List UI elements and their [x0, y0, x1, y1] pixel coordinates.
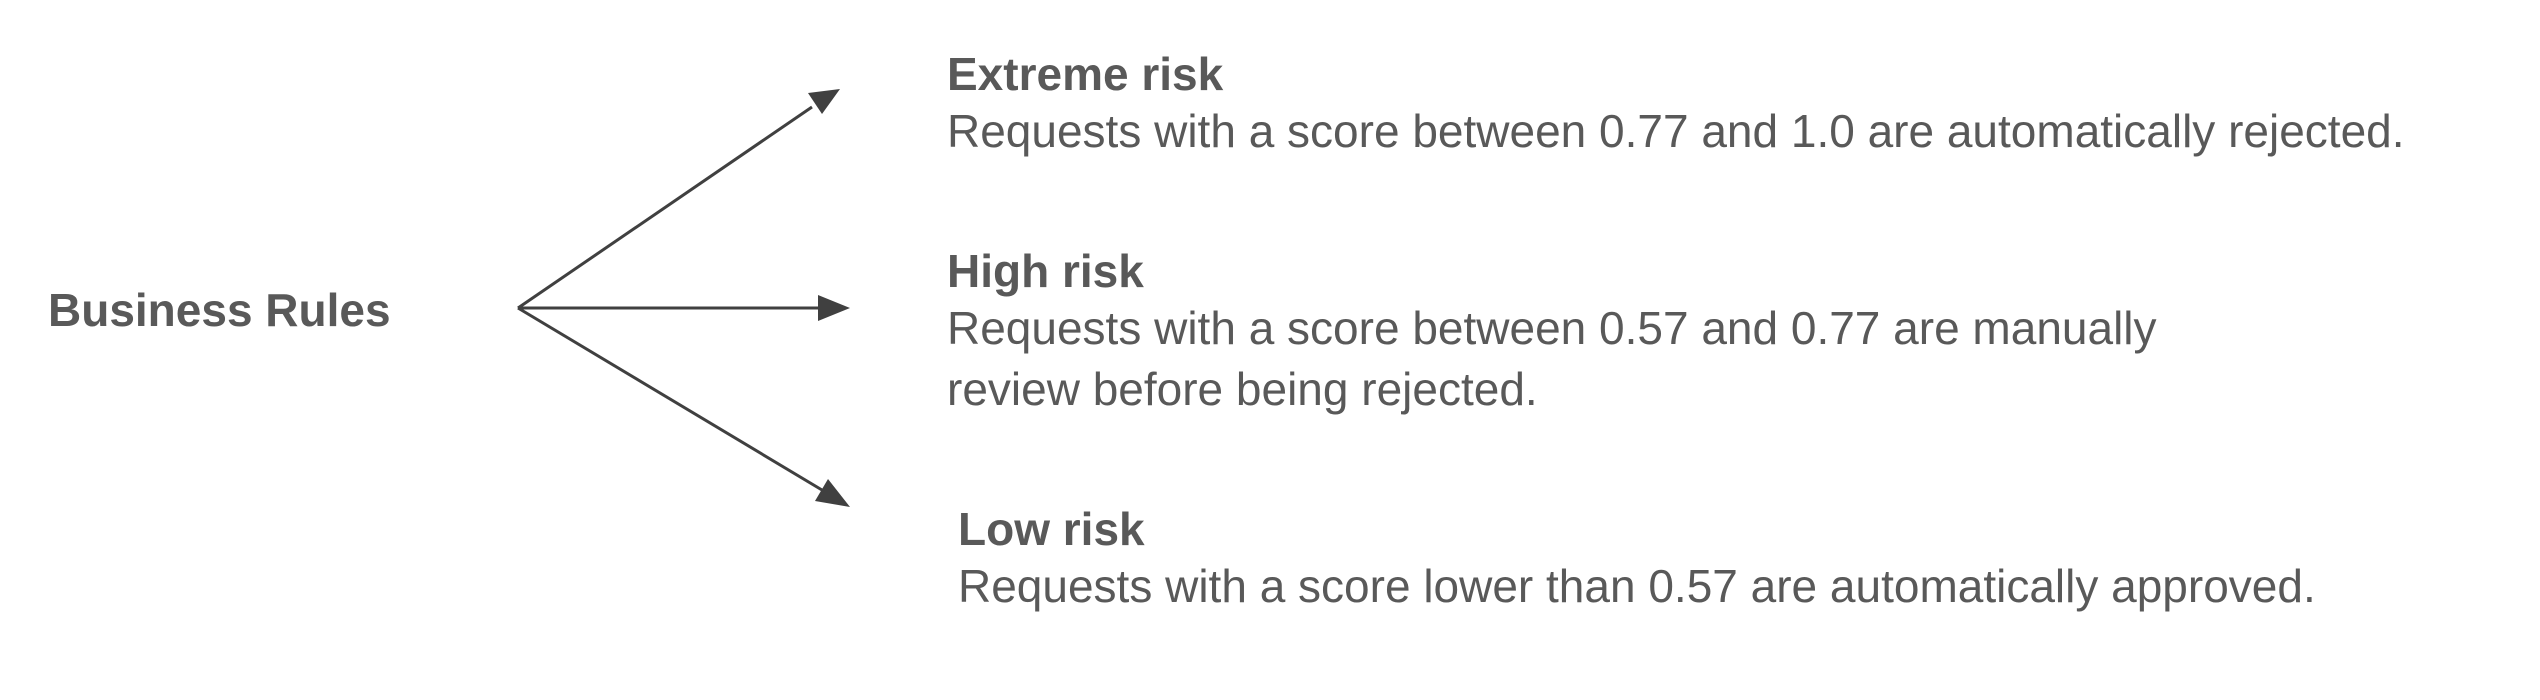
arrow-to-low-risk	[517, 306, 850, 507]
arrow-to-extreme-risk	[517, 89, 840, 310]
rule-title: High risk	[947, 245, 1144, 297]
rule-high-risk: High risk Requests with a score between …	[947, 244, 2157, 420]
arrow-to-high-risk	[518, 295, 850, 321]
rule-description-line: Requests with a score between 0.57 and 0…	[947, 302, 2157, 354]
root-label: Business Rules	[48, 284, 391, 336]
rule-extreme-risk: Extreme risk Requests with a score betwe…	[947, 47, 2405, 162]
rule-title: Low risk	[958, 503, 1145, 555]
rule-description-line: Requests with a score between 0.77 and 1…	[947, 105, 2405, 157]
rule-description-line: Requests with a score lower than 0.57 ar…	[958, 560, 2316, 612]
rule-title: Extreme risk	[947, 48, 1224, 100]
rule-low-risk: Low risk Requests with a score lower tha…	[958, 502, 2316, 617]
rule-description-line: review before being rejected.	[947, 363, 1538, 415]
